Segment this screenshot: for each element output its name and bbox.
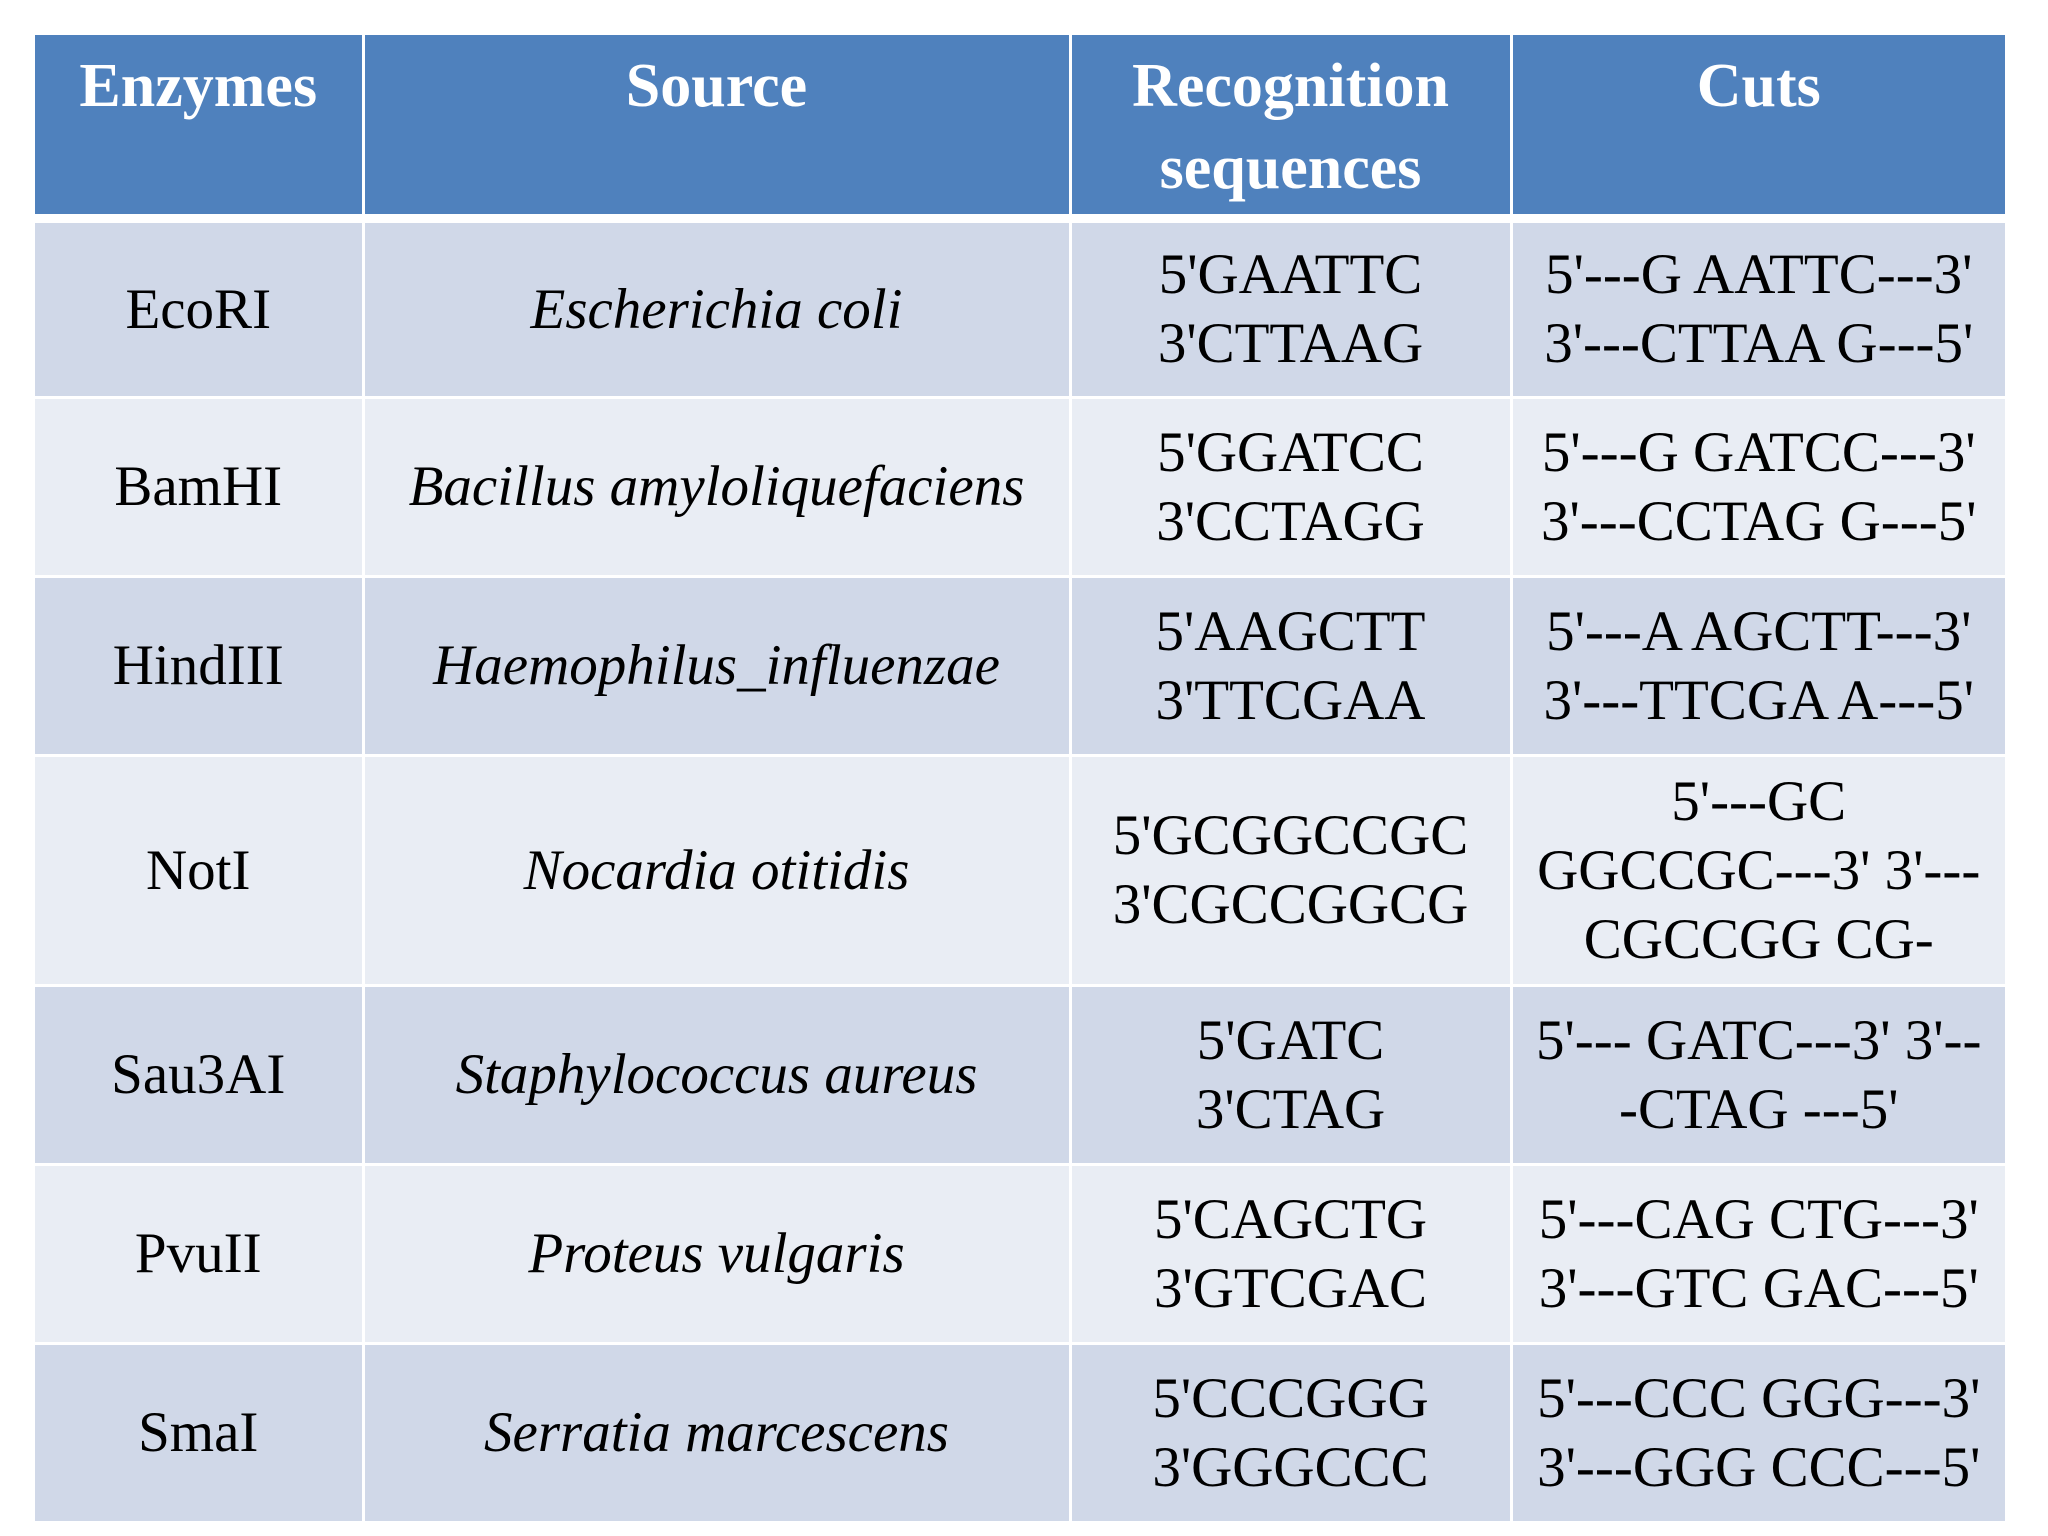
recognition-cell: 5'GCGGCCGC 3'CGCCGGCG: [1070, 755, 1513, 987]
recognition-3prime: 3'CTAG: [1195, 1077, 1386, 1141]
source-cell: Proteus vulgaris: [363, 1164, 1072, 1345]
cut-line: CGCCGG CG-: [1583, 907, 1934, 971]
source-cell: Serratia marcescens: [363, 1343, 1072, 1524]
table-header-row: Enzymes Source Recognition sequences Cut…: [35, 35, 2005, 223]
cuts-cell: 5'---GC GGCCGC---3' 3'--- CGCCGG CG-: [1511, 755, 2005, 987]
cut-line: 3'---TTCGA A---5': [1543, 668, 1975, 732]
cut-line: 5'---CCC GGG---3': [1537, 1366, 1981, 1430]
table-row: NotI Nocardia otitidis 5'GCGGCCGC 3'CGCC…: [35, 755, 2005, 987]
recognition-5prime: 5'CAGCTG: [1153, 1187, 1428, 1251]
cuts-cell: 5'---G GATCC---3' 3'---CCTAG G---5': [1511, 397, 2005, 578]
cut-line: 5'---CAG CTG---3': [1538, 1187, 1979, 1251]
recognition-cell: 5'GGATCC 3'CCTAGG: [1070, 397, 1513, 578]
restriction-enzyme-table: Enzymes Source Recognition sequences Cut…: [35, 35, 2005, 1524]
cut-line: -CTAG ---5': [1618, 1077, 1899, 1141]
source-cell: Haemophilus_influenzae: [363, 576, 1072, 757]
header-cuts: Cuts: [1511, 35, 2005, 223]
enzyme-cell: SmaI: [35, 1343, 365, 1524]
header-enzymes: Enzymes: [35, 35, 365, 223]
recognition-3prime: 3'CGCCGGCG: [1112, 873, 1469, 936]
source-cell: Nocardia otitidis: [363, 755, 1072, 987]
header-recognition-line1: Recognition: [1132, 52, 1449, 120]
cut-line: 3'---GTC GAC---5': [1538, 1256, 1979, 1320]
enzyme-cell: Sau3AI: [35, 985, 365, 1166]
header-recognition-line2: sequences: [1159, 134, 1422, 202]
source-cell: Staphylococcus aureus: [363, 985, 1072, 1166]
enzyme-table-container: Enzymes Source Recognition sequences Cut…: [35, 35, 2005, 1524]
table-row: SmaI Serratia marcescens 5'CCCGGG 3'GGGC…: [35, 1343, 2005, 1524]
source-cell: Escherichia coli: [363, 218, 1072, 399]
table-row: BamHI Bacillus amyloliquefaciens 5'GGATC…: [35, 397, 2005, 578]
recognition-5prime: 5'GATC: [1196, 1008, 1385, 1072]
recognition-cell: 5'CAGCTG 3'GTCGAC: [1070, 1164, 1513, 1345]
cut-line: 5'---G GATCC---3': [1541, 420, 1976, 484]
recognition-cell: 5'AAGCTT 3'TTCGAA: [1070, 576, 1513, 757]
recognition-5prime: 5'GCGGCCGC: [1112, 804, 1469, 867]
recognition-cell: 5'CCCGGG 3'GGGCCC: [1070, 1343, 1513, 1524]
recognition-5prime: 5'GAATTC: [1158, 243, 1423, 306]
enzyme-cell: PvuII: [35, 1164, 365, 1345]
recognition-5prime: 5'GGATCC: [1157, 420, 1424, 484]
source-cell: Bacillus amyloliquefaciens: [363, 397, 1072, 578]
enzyme-cell: EcoRI: [35, 218, 365, 399]
enzyme-cell: NotI: [35, 755, 365, 987]
recognition-3prime: 3'GGGCCC: [1152, 1435, 1429, 1499]
cuts-cell: 5'---CCC GGG---3' 3'---GGG CCC---5': [1511, 1343, 2005, 1524]
enzyme-cell: HindIII: [35, 576, 365, 757]
cuts-cell: 5'---CAG CTG---3' 3'---GTC GAC---5': [1511, 1164, 2005, 1345]
enzyme-cell: BamHI: [35, 397, 365, 578]
recognition-cell: 5'GAATTC 3'CTTAAG: [1070, 218, 1513, 399]
recognition-5prime: 5'AAGCTT: [1155, 599, 1426, 663]
cut-line: 3'---CTTAA G---5': [1544, 312, 1974, 375]
recognition-cell: 5'GATC 3'CTAG: [1070, 985, 1513, 1166]
cut-line: 5'--- GATC---3' 3'--: [1535, 1008, 1982, 1072]
recognition-5prime: 5'CCCGGG: [1152, 1366, 1429, 1430]
cuts-cell: 5'--- GATC---3' 3'-- -CTAG ---5': [1511, 985, 2005, 1166]
cut-line: 5'---G AATTC---3': [1545, 243, 1973, 306]
cut-line: 3'---GGG CCC---5': [1537, 1435, 1981, 1499]
cut-line: 5'---GC: [1671, 769, 1847, 833]
table-row: EcoRI Escherichia coli 5'GAATTC 3'CTTAAG…: [35, 218, 2005, 399]
table-row: Sau3AI Staphylococcus aureus 5'GATC 3'CT…: [35, 985, 2005, 1166]
cut-line: GGCCGC---3' 3'---: [1537, 838, 1981, 902]
recognition-3prime: 3'TTCGAA: [1155, 668, 1426, 732]
cuts-cell: 5'---G AATTC---3' 3'---CTTAA G---5': [1511, 218, 2005, 399]
header-recognition-sequences: Recognition sequences: [1070, 35, 1513, 223]
cut-line: 3'---CCTAG G---5': [1541, 489, 1977, 553]
table-row: PvuII Proteus vulgaris 5'CAGCTG 3'GTCGAC…: [35, 1164, 2005, 1345]
table-row: HindIII Haemophilus_influenzae 5'AAGCTT …: [35, 576, 2005, 757]
recognition-3prime: 3'GTCGAC: [1153, 1256, 1428, 1320]
recognition-3prime: 3'CCTAGG: [1156, 489, 1425, 553]
cuts-cell: 5'---A AGCTT---3' 3'---TTCGA A---5': [1511, 576, 2005, 757]
recognition-3prime: 3'CTTAAG: [1157, 312, 1424, 375]
header-source: Source: [363, 35, 1072, 223]
cut-line: 5'---A AGCTT---3': [1546, 599, 1972, 663]
